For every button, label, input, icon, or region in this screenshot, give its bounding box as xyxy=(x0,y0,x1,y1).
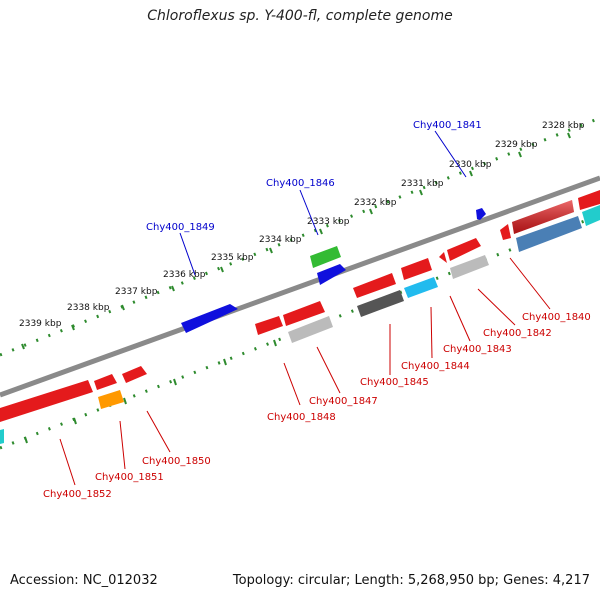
gene-feature-reverse[interactable] xyxy=(582,205,600,226)
gene-label-chy400-1841[interactable]: Chy400_1841 xyxy=(413,120,482,131)
gene-feature-chy400-1851[interactable] xyxy=(98,390,124,409)
gene-feature-forward[interactable] xyxy=(283,301,325,326)
ruler-label: 2330 kbp xyxy=(449,160,492,170)
reverse-leader-lines xyxy=(59,257,551,486)
gene-feature-forward[interactable] xyxy=(94,374,117,390)
gene-feature-forward[interactable] xyxy=(122,366,147,383)
gene-feature-chy400-1840[interactable] xyxy=(516,216,582,252)
gene-feature-forward[interactable] xyxy=(317,264,346,285)
forward-leader-lines xyxy=(179,130,467,276)
forward-gene-labels: Chy400_1841 Chy400_1846 Chy400_1849 xyxy=(146,120,482,233)
ruler-label: 2338 kbp xyxy=(67,303,110,313)
ruler-label: 2333 kbp xyxy=(307,217,350,227)
reverse-features xyxy=(0,205,600,444)
gene-feature-forward[interactable] xyxy=(353,273,396,298)
gene-feature-chy400-1846[interactable] xyxy=(310,246,341,268)
gene-label-chy400-1842[interactable]: Chy400_1842 xyxy=(483,328,552,339)
reverse-gene-labels: Chy400_1840 Chy400_1842 Chy400_1843 Chy4… xyxy=(43,312,591,500)
gene-label-chy400-1848[interactable]: Chy400_1848 xyxy=(267,412,336,423)
gene-label-chy400-1851[interactable]: Chy400_1851 xyxy=(95,472,164,483)
gene-feature-chy400-1841[interactable] xyxy=(476,208,486,220)
gene-label-chy400-1845[interactable]: Chy400_1845 xyxy=(360,377,429,388)
genome-title: Chloroflexus sp. Y-400-fl, complete geno… xyxy=(147,8,453,24)
gene-feature-forward[interactable] xyxy=(439,252,447,263)
forward-ruler-major-ticks xyxy=(21,132,571,350)
gene-feature-chy400-1845[interactable] xyxy=(357,290,404,317)
gene-label-chy400-1840[interactable]: Chy400_1840 xyxy=(522,312,591,323)
gene-feature-forward[interactable] xyxy=(512,200,574,234)
accession-text: Accession: NC_012032 xyxy=(10,573,158,588)
ruler-label: 2337 kbp xyxy=(115,287,158,297)
ruler-label: 2329 kbp xyxy=(495,140,538,150)
gene-feature-forward[interactable] xyxy=(0,380,93,422)
ruler-labels: 2328 kbp 2329 kbp 2330 kbp 2331 kbp 2332… xyxy=(19,121,585,329)
gene-label-chy400-1849[interactable]: Chy400_1849 xyxy=(146,222,215,233)
gene-label-chy400-1852[interactable]: Chy400_1852 xyxy=(43,489,112,500)
genome-summary-text: Topology: circular; Length: 5,268,950 bp… xyxy=(232,573,590,588)
gene-label-chy400-1850[interactable]: Chy400_1850 xyxy=(142,456,211,467)
ruler-label: 2331 kbp xyxy=(401,179,444,189)
gene-feature-chy400-1844[interactable] xyxy=(404,277,438,298)
gene-feature-chy400-1847[interactable] xyxy=(288,316,333,343)
genome-backbone xyxy=(0,175,600,398)
forward-features xyxy=(0,190,600,422)
gene-feature-forward[interactable] xyxy=(500,224,511,240)
ruler-label: 2334 kbp xyxy=(259,235,302,245)
gene-feature-chy400-1842[interactable] xyxy=(450,255,489,279)
gene-label-chy400-1844[interactable]: Chy400_1844 xyxy=(401,361,470,372)
gene-feature-forward[interactable] xyxy=(401,258,432,280)
ruler-label: 2332 kbp xyxy=(354,198,397,208)
gene-label-chy400-1843[interactable]: Chy400_1843 xyxy=(443,344,512,355)
gene-feature-reverse[interactable] xyxy=(0,429,4,444)
ruler-label: 2335 kbp xyxy=(211,253,254,263)
gene-label-chy400-1846[interactable]: Chy400_1846 xyxy=(266,178,335,189)
gene-feature-forward[interactable] xyxy=(255,316,283,335)
ruler-label: 2339 kbp xyxy=(19,319,62,329)
ruler-label: 2328 kbp xyxy=(542,121,585,131)
gene-feature-forward[interactable] xyxy=(447,238,481,261)
ruler-label: 2336 kbp xyxy=(163,270,206,280)
gene-feature-chy400-1849[interactable] xyxy=(181,304,238,333)
gene-feature-forward[interactable] xyxy=(578,190,600,210)
gene-label-chy400-1847[interactable]: Chy400_1847 xyxy=(309,396,378,407)
